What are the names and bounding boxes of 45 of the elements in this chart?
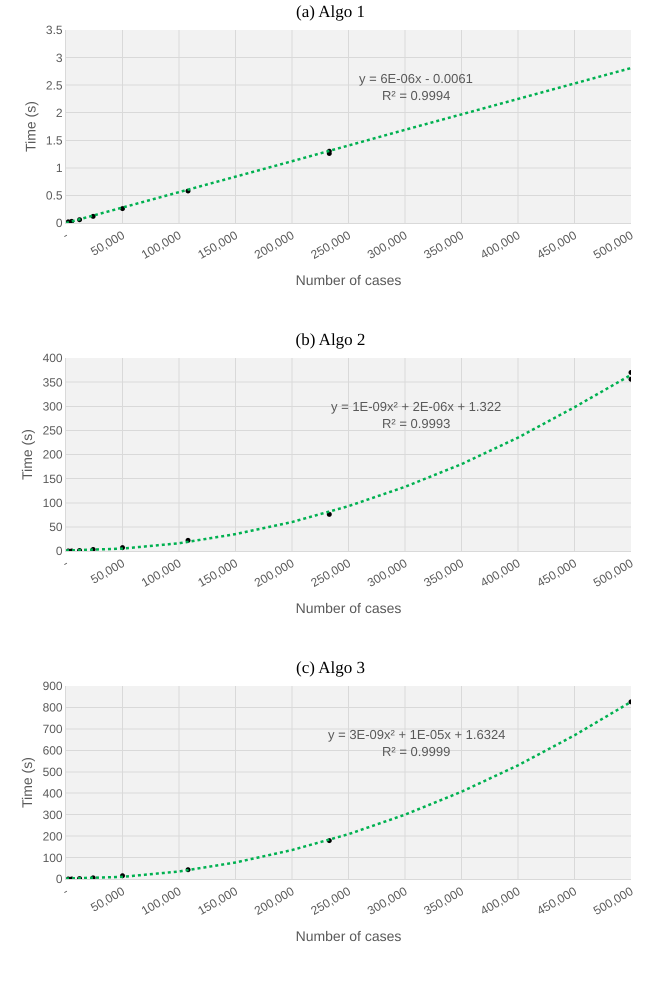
y-axis-title: Time (s) [19,757,36,808]
y-tick-label: 0 [56,872,63,886]
y-tick-label: 3 [56,50,63,65]
y-tick-label: 800 [42,700,63,715]
y-tick-label: 250 [42,424,63,438]
annotation: y = 3E-09x² + 1E-05x + 1.6324 [328,727,506,742]
annotation: R² = 0.9999 [382,744,450,759]
y-tick-label: 100 [42,496,63,510]
y-tick-label: 1.5 [46,133,63,148]
y-tick-label: 1 [56,161,63,176]
y-axis-title: Time (s) [19,429,36,480]
y-tick-label: 400 [42,351,63,366]
chart-title: (c) Algo 3 [296,658,365,677]
y-tick-label: 200 [42,448,63,462]
chart-title: (b) Algo 2 [296,330,366,349]
y-tick-label: 0 [56,216,63,230]
y-tick-label: 900 [42,679,63,694]
y-tick-label: 700 [42,722,63,736]
x-tick-label: - [60,556,70,570]
y-tick-label: 0.5 [46,188,63,203]
y-tick-label: 300 [42,399,63,414]
y-tick-label: 600 [42,744,63,758]
y-tick-label: 350 [42,375,63,390]
annotation: R² = 0.9993 [382,416,450,431]
x-axis-title: Number of cases [296,928,402,944]
x-axis-title: Number of cases [296,600,402,616]
annotation: R² = 0.9994 [382,88,450,103]
chart-title: (a) Algo 1 [296,2,365,21]
y-tick-label: 3.5 [46,23,63,38]
y-tick-label: 500 [42,764,63,779]
y-tick-label: 200 [42,829,63,844]
y-tick-label: 0 [56,544,63,558]
annotation: y = 1E-09x² + 2E-06x + 1.322 [331,399,502,414]
x-tick-label: - [60,884,70,898]
y-tick-label: 400 [42,786,63,800]
y-tick-label: 50 [49,520,63,534]
x-axis-title: Number of cases [296,272,402,288]
annotation: y = 6E-06x - 0.0061 [359,71,473,86]
y-axis-title: Time (s) [22,101,39,152]
y-tick-label: 100 [42,850,63,865]
y-tick-label: 2 [56,106,63,120]
y-tick-label: 2.5 [46,78,63,92]
x-tick-label: - [60,228,70,242]
y-tick-label: 150 [42,472,63,486]
y-tick-label: 300 [42,808,63,822]
